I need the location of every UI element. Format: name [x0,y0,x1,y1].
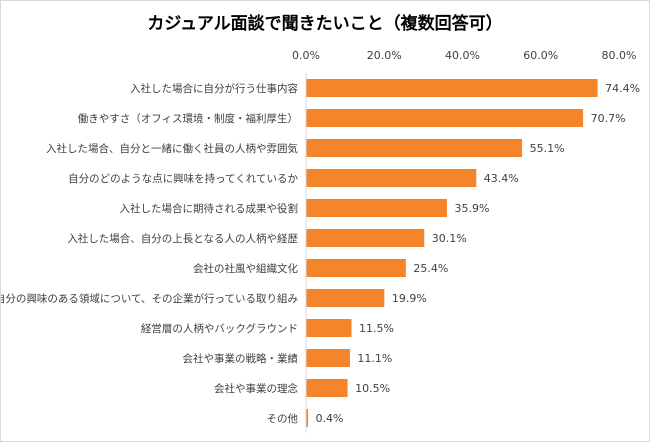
bar [306,289,385,307]
value-label: 35.9% [454,202,489,215]
x-tick-label: 60.0% [523,49,558,62]
category-label: 自分の興味のある領域について、その企業が行っている取り組み [1,292,298,305]
x-tick-label: 40.0% [445,49,480,62]
bar [306,379,348,397]
value-label: 10.5% [355,382,390,395]
value-label: 25.4% [413,262,448,275]
category-label: その他 [267,412,299,425]
value-label: 11.1% [357,352,392,365]
category-label: 入社した場合に期待される成果や役割 [120,202,299,215]
x-tick-label: 0.0% [292,49,320,62]
bar [306,79,598,97]
value-label: 19.9% [392,292,427,305]
bar [306,169,477,187]
bar [306,199,447,217]
bar [306,229,425,247]
bar [306,319,352,337]
category-label: 働きやすさ（オフィス環境・制度・福利厚生） [78,112,298,125]
x-tick-label: 80.0% [602,49,637,62]
category-label: 経営層の人柄やバックグラウンド [141,322,298,335]
bar [306,139,523,157]
category-label: 会社の社風や組織文化 [193,262,298,275]
bar [306,109,584,127]
value-label: 0.4% [316,412,344,425]
bar [306,349,350,367]
category-label: 入社した場合、自分と一緒に働く社員の人柄や雰囲気 [46,142,298,155]
category-label: 会社や事業の理念 [214,382,298,395]
category-label: 入社した場合、自分の上長となる人の人柄や経歴 [67,232,298,245]
value-label: 43.4% [484,172,519,185]
category-label: 会社や事業の戦略・業績 [183,352,299,365]
category-label: 入社した場合に自分が行う仕事内容 [130,82,298,95]
x-tick-label: 20.0% [367,49,402,62]
value-label: 70.7% [591,112,626,125]
value-label: 11.5% [359,322,394,335]
value-label: 55.1% [530,142,565,155]
bar [306,259,406,277]
value-label: 30.1% [432,232,467,245]
value-label: 74.4% [605,82,640,95]
chart-title: カジュアル面談で聞きたいこと（複数回答可） [147,14,503,34]
category-label: 自分のどのような点に興味を持ってくれているか [68,172,298,185]
bar [306,409,309,427]
